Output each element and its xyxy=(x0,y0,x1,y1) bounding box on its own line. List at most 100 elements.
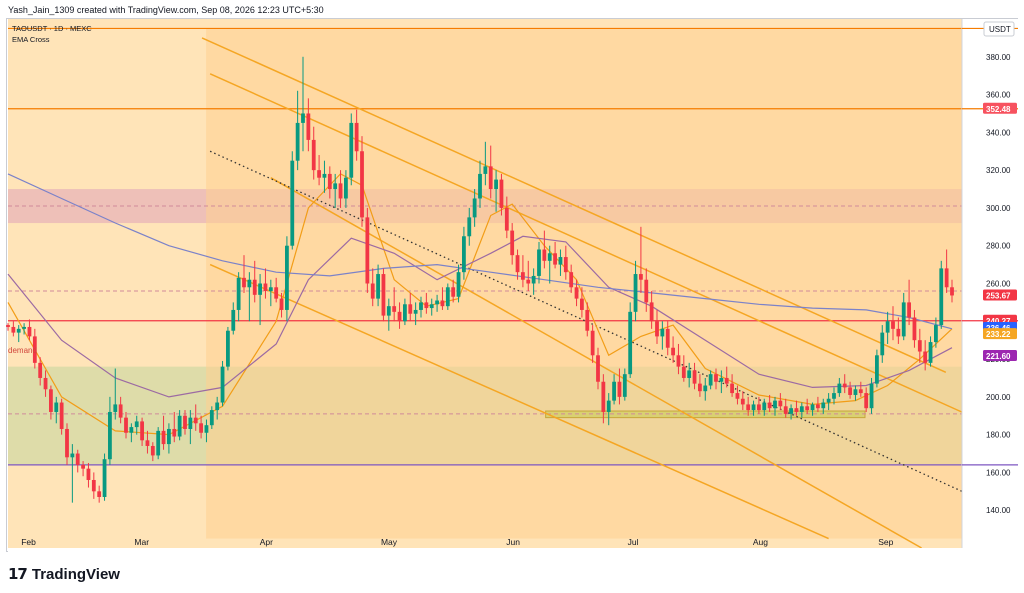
candle-body[interactable] xyxy=(934,325,938,343)
candle-body[interactable] xyxy=(167,428,171,445)
candle-body[interactable] xyxy=(569,272,574,288)
candle-body[interactable] xyxy=(102,459,107,497)
candle-body[interactable] xyxy=(392,306,397,312)
candle-body[interactable] xyxy=(901,302,906,337)
candle-body[interactable] xyxy=(515,255,520,273)
candle-body[interactable] xyxy=(231,309,236,331)
candle-body[interactable] xyxy=(403,304,407,322)
candle-body[interactable] xyxy=(322,173,327,178)
candle-body[interactable] xyxy=(204,425,209,433)
candle-body[interactable] xyxy=(279,298,284,310)
candle-body[interactable] xyxy=(735,393,740,399)
candle-body[interactable] xyxy=(676,355,681,367)
candle-body[interactable] xyxy=(703,385,708,392)
candle-body[interactable] xyxy=(719,377,724,382)
candle-body[interactable] xyxy=(252,279,257,295)
candle-body[interactable] xyxy=(301,113,305,123)
candle-body[interactable] xyxy=(875,355,879,384)
candle-body[interactable] xyxy=(687,370,692,378)
candle-body[interactable] xyxy=(424,302,429,309)
candle-body[interactable] xyxy=(612,381,616,401)
candle-body[interactable] xyxy=(655,321,659,337)
candle-body[interactable] xyxy=(11,326,16,333)
candle-body[interactable] xyxy=(869,383,874,409)
candle-body[interactable] xyxy=(295,122,300,161)
candle-body[interactable] xyxy=(183,415,187,429)
candle-body[interactable] xyxy=(907,302,911,318)
candle-body[interactable] xyxy=(408,304,413,314)
candle-body[interactable] xyxy=(805,406,810,411)
candle-body[interactable] xyxy=(821,402,826,409)
candle-body[interactable] xyxy=(161,430,166,445)
candle-body[interactable] xyxy=(628,311,633,375)
candle-body[interactable] xyxy=(65,428,69,458)
candle-body[interactable] xyxy=(193,417,198,424)
candle-body[interactable] xyxy=(263,283,268,292)
candle-body[interactable] xyxy=(917,340,922,352)
candle-body[interactable] xyxy=(16,328,21,333)
candle-body[interactable] xyxy=(622,374,627,397)
candle-body[interactable] xyxy=(767,402,772,409)
candle-body[interactable] xyxy=(242,277,246,288)
candle-body[interactable] xyxy=(810,404,815,411)
candle-body[interactable] xyxy=(762,402,767,411)
candle-body[interactable] xyxy=(665,328,670,348)
candle-body[interactable] xyxy=(118,404,123,418)
candle-body[interactable] xyxy=(247,279,252,288)
candle-body[interactable] xyxy=(483,166,488,174)
candle-body[interactable] xyxy=(724,377,729,384)
candle-body[interactable] xyxy=(590,330,595,356)
candle-body[interactable] xyxy=(108,411,112,460)
candle-body[interactable] xyxy=(891,321,895,329)
candle-body[interactable] xyxy=(177,415,182,437)
price-label-badge[interactable] xyxy=(983,328,1017,340)
candle-body[interactable] xyxy=(333,183,338,190)
candle-body[interactable] xyxy=(778,400,783,407)
candle-body[interactable] xyxy=(75,453,80,465)
candle-body[interactable] xyxy=(563,257,568,273)
candle-body[interactable] xyxy=(698,383,702,392)
candle-body[interactable] xyxy=(606,400,611,412)
candle-body[interactable] xyxy=(601,381,606,412)
candle-body[interactable] xyxy=(419,302,423,310)
candle-body[interactable] xyxy=(59,402,64,429)
candle-body[interactable] xyxy=(258,283,262,295)
candle-body[interactable] xyxy=(97,491,102,497)
candle-body[interactable] xyxy=(290,160,295,246)
candle-body[interactable] xyxy=(220,366,225,403)
candle-body[interactable] xyxy=(585,309,590,331)
candle-body[interactable] xyxy=(488,166,493,190)
candle-body[interactable] xyxy=(188,417,193,429)
candle-body[interactable] xyxy=(32,336,37,363)
candle-body[interactable] xyxy=(306,113,311,140)
candle-body[interactable] xyxy=(692,370,697,384)
candle-body[interactable] xyxy=(54,402,59,412)
candle-body[interactable] xyxy=(451,287,456,297)
candle-body[interactable] xyxy=(746,404,751,411)
candle-body[interactable] xyxy=(199,423,203,433)
candle-body[interactable] xyxy=(499,179,504,208)
candle-body[interactable] xyxy=(445,287,450,307)
candle-body[interactable] xyxy=(740,398,745,405)
candle-body[interactable] xyxy=(22,326,26,329)
candle-body[interactable] xyxy=(644,279,649,303)
candle-body[interactable] xyxy=(43,377,48,390)
candle-body[interactable] xyxy=(429,304,434,309)
candle-body[interactable] xyxy=(397,311,402,322)
candle-body[interactable] xyxy=(832,393,836,399)
candle-body[interactable] xyxy=(134,421,139,428)
candle-body[interactable] xyxy=(285,245,289,310)
candle-body[interactable] xyxy=(794,408,799,412)
candle-body[interactable] xyxy=(885,321,890,333)
candle-body[interactable] xyxy=(86,468,91,480)
candle-body[interactable] xyxy=(386,306,391,316)
candle-body[interactable] xyxy=(660,328,665,337)
candle-body[interactable] xyxy=(537,249,541,276)
candle-body[interactable] xyxy=(381,274,386,316)
candle-body[interactable] xyxy=(896,328,901,337)
candle-body[interactable] xyxy=(783,406,788,414)
candle-body[interactable] xyxy=(145,440,150,446)
candle-body[interactable] xyxy=(236,277,241,310)
candle-body[interactable] xyxy=(928,342,933,363)
candle-body[interactable] xyxy=(360,151,364,218)
